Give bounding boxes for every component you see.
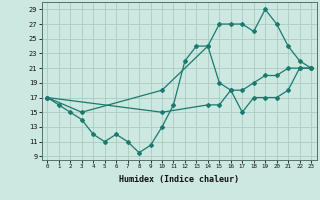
X-axis label: Humidex (Indice chaleur): Humidex (Indice chaleur) [119, 175, 239, 184]
